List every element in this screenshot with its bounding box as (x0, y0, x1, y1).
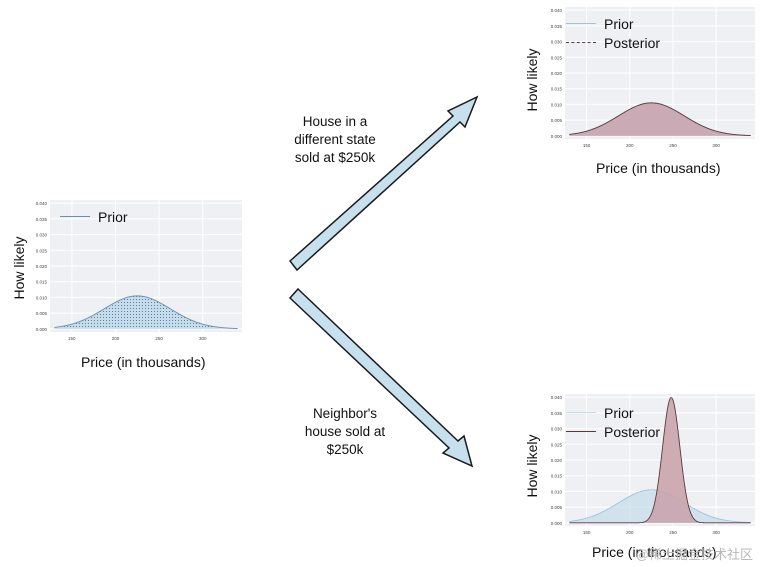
legend-swatch-prior (566, 23, 596, 24)
bottom-right-chart: 0.000 0.005 0.010 0.015 0.020 0.025 0.030 0.035… (539, 390, 759, 540)
arrow-up-label: House in a different state sold at $250k (294, 114, 376, 165)
x-tick-label: 250 (669, 530, 677, 535)
x-tick-label: 200 (626, 530, 634, 535)
y-tick-label: 0.015 (36, 280, 48, 285)
y-tick-label: 0.035 (551, 411, 563, 416)
left-chart-svg: 0.000 0.005 0.010 0.015 0.020 0.025 0.030 0.035… (36, 200, 242, 341)
legend-item-prior: Prior (566, 403, 660, 422)
y-tick-label: 0.000 (551, 521, 563, 526)
series-line-posterior (569, 397, 751, 524)
x-tick-label: 250 (669, 143, 677, 148)
y-tick-label: 0.015 (551, 474, 563, 479)
x-tick-label: 200 (112, 336, 120, 341)
y-tick-label: 0.035 (551, 24, 563, 29)
y-tick-label: 0.020 (551, 458, 563, 463)
y-tick-label: 0.030 (551, 427, 563, 432)
x-tick-label: 200 (626, 143, 634, 148)
legend-item-posterior: Posterior (566, 422, 660, 441)
x-tick-label: 150 (583, 530, 591, 535)
y-tick-label: 0.010 (551, 102, 563, 107)
y-tick-label: 0.020 (36, 264, 48, 269)
x-tick-label: 150 (68, 336, 76, 341)
legend-label: Prior (604, 15, 634, 32)
top-right-ylabel: How likely (524, 48, 540, 112)
y-tick-label: 0.025 (551, 55, 563, 60)
y-tick-label: 0.005 (36, 311, 48, 316)
y-tick-label: 0.005 (551, 118, 563, 123)
y-tick-label: 0.000 (551, 134, 563, 139)
top-right-legend: Prior Posterior (566, 14, 660, 52)
left-chart: 0.000 0.005 0.010 0.015 0.020 0.025 0.030 0.035… (24, 196, 246, 346)
legend-item-prior: Prior (60, 207, 128, 226)
top-right-chart-svg: 0.000 0.005 0.010 0.015 0.020 0.025 0.030 0.035… (551, 7, 755, 148)
arrow-up-right (288, 95, 479, 272)
bottom-right-ylabel: How likely (524, 434, 540, 498)
y-tick-label: 0.040 (36, 201, 48, 206)
left-legend: Prior (60, 207, 128, 226)
x-tick-label: 250 (155, 336, 163, 341)
legend-swatch-prior (60, 216, 90, 217)
y-tick-label: 0.025 (551, 442, 563, 447)
legend-label: Posterior (604, 423, 661, 440)
legend-item-prior: Prior (566, 14, 660, 33)
top-right-xlabel: Price (in thousands) (596, 160, 721, 176)
series-line-posterior (569, 102, 751, 136)
x-tick-label: 150 (583, 143, 591, 148)
bottom-right-xlabel: Price (in thousands) (592, 544, 717, 560)
legend-item-posterior: Posterior (566, 33, 660, 52)
y-tick-label: 0.020 (551, 71, 563, 76)
x-tick-label: 300 (712, 143, 720, 148)
y-tick-label: 0.000 (36, 327, 48, 332)
left-xlabel: Price (in thousands) (81, 354, 206, 370)
watermark: @稀土掘金技术社区 (635, 547, 753, 562)
series-area-posterior (569, 397, 751, 523)
y-tick-label: 0.030 (36, 233, 48, 238)
y-tick-label: 0.005 (551, 505, 563, 510)
top-right-chart: 0.000 0.005 0.010 0.015 0.020 0.025 0.030 0.035… (539, 3, 759, 153)
legend-swatch-prior (566, 412, 596, 413)
legend-label: Prior (604, 404, 634, 421)
y-tick-label: 0.010 (551, 489, 563, 494)
arrow-down-label: Neighbor's house sold at $250k (304, 406, 386, 457)
arrow-down-right (288, 287, 474, 468)
series-line-prior (54, 295, 238, 329)
y-tick-label: 0.025 (36, 248, 48, 253)
y-tick-label: 0.035 (36, 217, 48, 222)
bottom-right-legend: Prior Posterior (566, 403, 660, 441)
y-tick-label: 0.040 (551, 8, 563, 13)
x-tick-label: 300 (712, 530, 720, 535)
bottom-right-chart-svg: 0.000 0.005 0.010 0.015 0.020 0.025 0.030 0.035… (551, 394, 755, 535)
x-tick-label: 300 (199, 336, 207, 341)
y-tick-label: 0.010 (36, 295, 48, 300)
y-tick-label: 0.030 (551, 40, 563, 45)
legend-label: Posterior (604, 34, 661, 51)
y-tick-label: 0.040 (551, 395, 563, 400)
legend-swatch-posterior (566, 42, 596, 43)
legend-label: Prior (98, 208, 128, 225)
y-tick-label: 0.015 (551, 87, 563, 92)
legend-swatch-posterior (566, 431, 596, 432)
